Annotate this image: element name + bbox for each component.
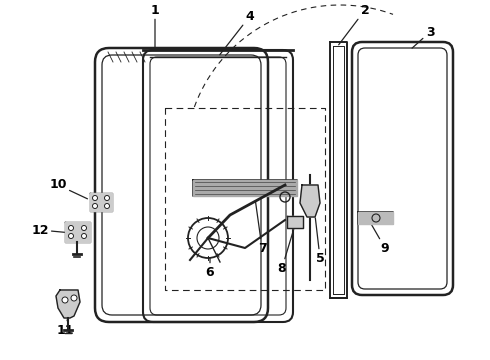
Polygon shape [56,290,80,318]
Circle shape [93,195,98,201]
Circle shape [93,203,98,208]
Circle shape [69,234,74,238]
Text: 6: 6 [206,258,214,279]
Polygon shape [193,180,297,196]
Text: 7: 7 [255,201,267,255]
Polygon shape [287,216,303,228]
Text: 9: 9 [371,224,390,255]
Text: 4: 4 [220,9,254,55]
Polygon shape [358,212,393,224]
Circle shape [81,225,87,230]
Circle shape [62,297,68,303]
Text: 11: 11 [56,311,74,337]
Text: 1: 1 [150,4,159,49]
Text: 10: 10 [49,179,88,199]
Polygon shape [300,185,320,217]
Polygon shape [65,222,90,242]
Circle shape [104,203,109,208]
Circle shape [104,195,109,201]
Circle shape [69,225,74,230]
Text: 8: 8 [278,228,294,274]
Circle shape [81,234,87,238]
Text: 3: 3 [412,26,434,48]
Text: 2: 2 [339,4,369,45]
Polygon shape [90,193,112,211]
Circle shape [71,295,77,301]
Text: 5: 5 [316,218,324,265]
Text: 12: 12 [31,224,69,237]
